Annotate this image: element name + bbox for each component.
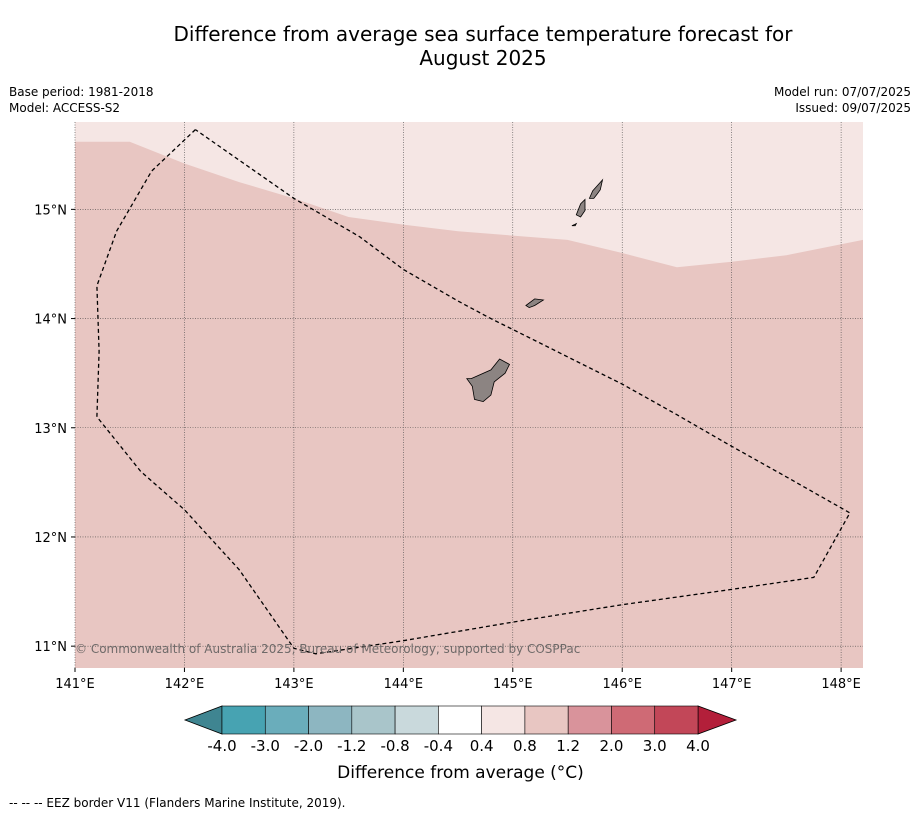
lat-tick-label-0: 11°N: [34, 640, 67, 655]
issued-date: Issued: 09/07/2025: [795, 101, 911, 115]
map-axes: 141°E 142°E 143°E 144°E 145°E 146°E 147°E 148°E…: [34, 203, 861, 692]
colorbar: -4.0 -3.0 -2.0 -1.2 -0.8 -0.4 0.4 0.8 1.2 2.0 3.0 4…: [183, 705, 738, 755]
colorbar-segment-7: [524, 705, 569, 735]
title-line-2: August 2025: [419, 46, 547, 70]
colorbar-segment-6: [481, 705, 526, 735]
island-1: [525, 298, 545, 309]
eez-footnote: -- -- -- EEZ border V11 (Flanders Marine…: [9, 796, 346, 810]
meta-right: Model run: 07/07/2025 Issued: 09/07/2025: [774, 84, 911, 116]
eez-border-line: [96, 129, 851, 655]
colorbar-segment-2: [308, 705, 353, 735]
lat-tick-label-3: 14°N: [34, 313, 67, 328]
colorbar-tick-label-5: -0.4: [424, 737, 453, 755]
colorbar-segment-10: [654, 705, 699, 735]
colorbar-tick-label-0: -4.0: [207, 737, 236, 755]
sst-anomaly-band: [75, 122, 863, 268]
lat-tick-label-2: 13°N: [34, 422, 67, 437]
colorbar-tick-label-11: 4.0: [686, 737, 710, 755]
model-run: Model run: 07/07/2025: [773, 85, 911, 99]
island-3: [588, 178, 604, 199]
colorbar-label: Difference from average (°C): [337, 763, 584, 783]
lon-tick-label-3: 144°E: [384, 677, 424, 692]
colorbar-tick-label-10: 3.0: [643, 737, 667, 755]
island-4: [571, 222, 578, 227]
colorbar-segment-4: [394, 705, 439, 735]
colorbar-segment-0: [221, 705, 266, 735]
lon-tick-label-7: 148°E: [821, 677, 861, 692]
colorbar-segment-9: [611, 705, 656, 735]
colorbar-tick-label-1: -3.0: [251, 737, 280, 755]
copyright-notice: © Commonwealth of Australia 2025, Bureau…: [75, 642, 580, 656]
colorbar-tick-label-8: 1.2: [556, 737, 580, 755]
lon-tick-label-6: 147°E: [712, 677, 752, 692]
base-period: Base period: 1981-2018: [9, 85, 154, 99]
lon-tick-label-2: 143°E: [274, 677, 314, 692]
colorbar-tick-label-9: 2.0: [600, 737, 624, 755]
meta-left: Base period: 1981-2018 Model: ACCESS-S2: [9, 84, 154, 116]
island-0: [466, 358, 511, 403]
lat-tick-label-4: 15°N: [34, 203, 67, 218]
colorbar-tick-label-2: -2.0: [294, 737, 323, 755]
lon-tick-label-0: 141°E: [55, 677, 95, 692]
colorbar-over-arrow: [697, 705, 738, 735]
colorbar-segment-5: [438, 705, 482, 735]
lon-tick-label-4: 145°E: [493, 677, 533, 692]
lon-tick-label-1: 142°E: [165, 677, 205, 692]
colorbar-under-arrow: [183, 705, 223, 735]
model-name: Model: ACCESS-S2: [9, 101, 121, 115]
island-2: [575, 198, 586, 218]
colorbar-segment-3: [351, 705, 396, 735]
colorbar-tick-label-4: -0.8: [380, 737, 409, 755]
colorbar-tick-label-7: 0.8: [513, 737, 537, 755]
colorbar-segment-1: [264, 705, 309, 735]
colorbar-segment-8: [567, 705, 612, 735]
lon-tick-label-5: 146°E: [602, 677, 642, 692]
colorbar-tick-label-6: 0.4: [470, 737, 494, 755]
colorbar-tick-label-3: -1.2: [337, 737, 366, 755]
title-line-1: Difference from average sea surface temp…: [173, 22, 793, 46]
lat-tick-label-1: 12°N: [34, 531, 67, 546]
map-panel: © Commonwealth of Australia 2025, Bureau…: [74, 122, 863, 668]
map-title: Difference from average sea surface temp…: [0, 22, 919, 70]
